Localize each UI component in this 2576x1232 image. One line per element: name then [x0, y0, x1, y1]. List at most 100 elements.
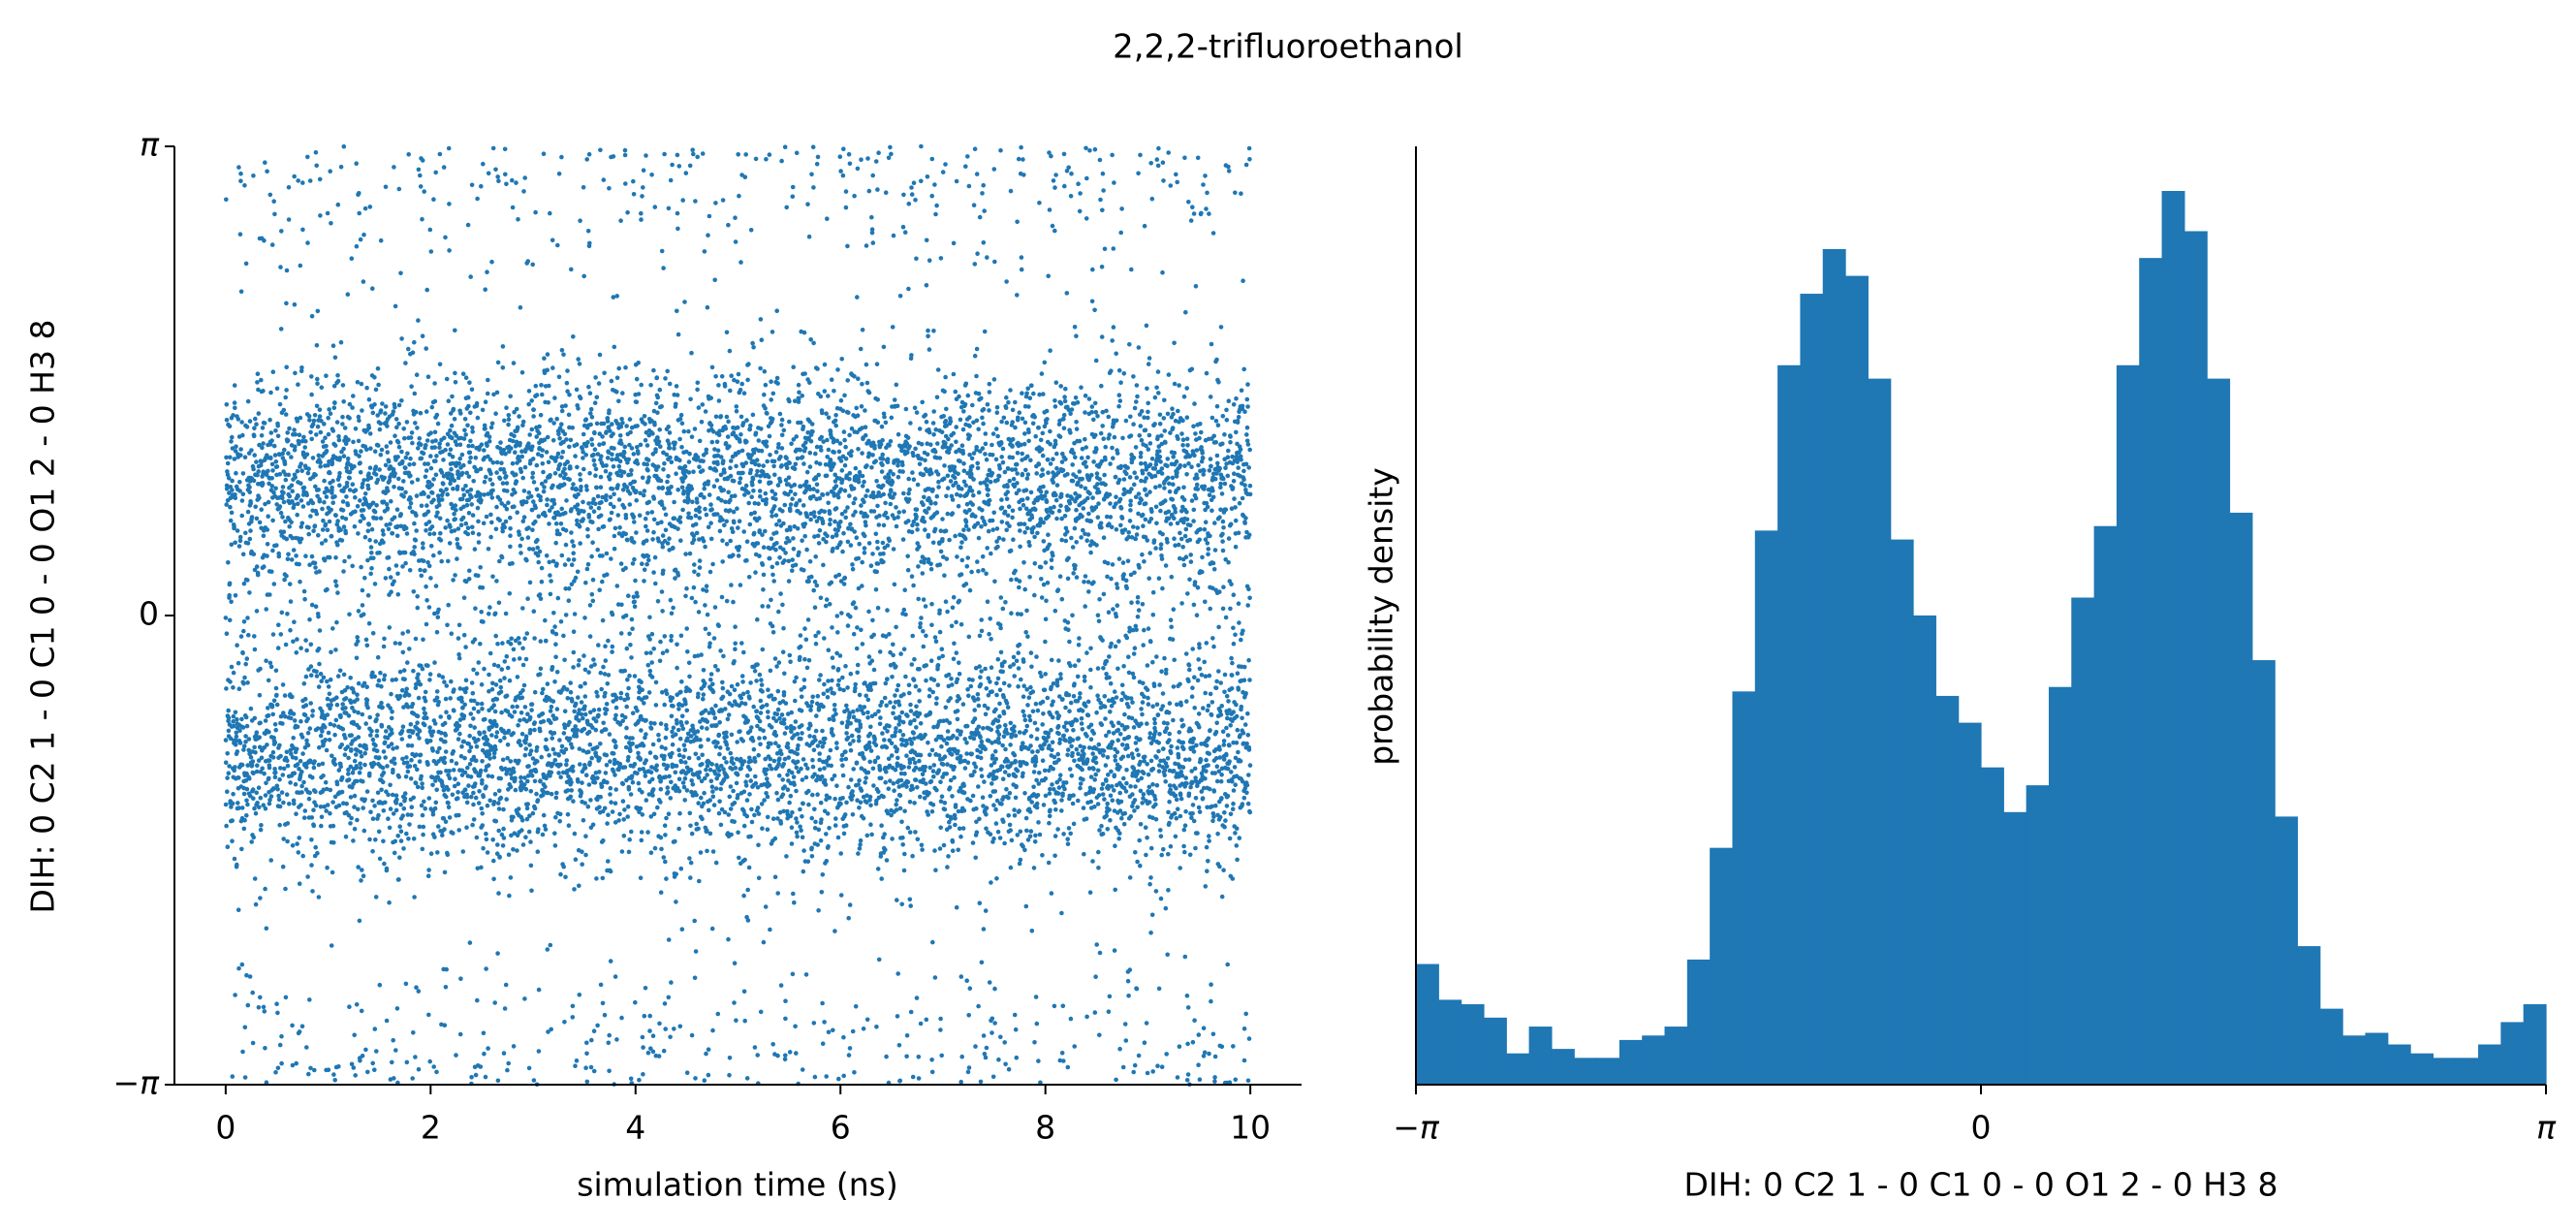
scatter-point — [278, 510, 284, 516]
scatter-point — [240, 1049, 245, 1055]
scatter-point — [492, 718, 497, 724]
scatter-point — [548, 210, 552, 216]
scatter-point — [384, 444, 390, 449]
scatter-point — [456, 526, 461, 531]
scatter-point — [703, 603, 707, 608]
scatter-point — [619, 441, 624, 447]
scatter-point — [486, 1046, 490, 1051]
scatter-point — [498, 739, 503, 743]
scatter-point — [252, 453, 258, 458]
scatter-point — [575, 507, 581, 512]
scatter-point — [316, 895, 322, 900]
scatter-point — [546, 790, 550, 796]
scatter-point — [531, 609, 537, 614]
scatter-point — [641, 168, 646, 173]
scatter-point — [573, 701, 579, 707]
scatter-point — [426, 605, 432, 610]
scatter-point — [595, 547, 600, 553]
scatter-point — [312, 759, 317, 764]
scatter-point — [451, 768, 456, 773]
scatter-point — [355, 380, 361, 385]
scatter-point — [244, 656, 250, 661]
scatter-point — [525, 778, 530, 784]
scatter-point — [375, 413, 381, 418]
scatter-point — [303, 703, 309, 708]
scatter-point — [511, 814, 516, 820]
scatter-point — [583, 580, 588, 585]
scatter-point — [627, 442, 632, 448]
scatter-point — [498, 684, 504, 690]
scatter-point — [312, 560, 318, 566]
scatter-point — [308, 642, 314, 648]
scatter-point — [542, 370, 548, 376]
scatter-point — [341, 569, 346, 574]
scatter-point — [545, 502, 550, 508]
scatter-point — [347, 475, 353, 481]
scatter-point — [391, 467, 396, 472]
scatter-point — [411, 795, 417, 801]
scatter-point — [370, 1060, 376, 1066]
scatter-point — [520, 646, 525, 651]
scatter-point — [561, 352, 566, 358]
scatter-point — [618, 695, 623, 701]
scatter-point — [442, 435, 447, 441]
scatter-point — [493, 818, 499, 824]
scatter-point — [275, 786, 280, 792]
scatter-point — [666, 995, 672, 1000]
scatter-point — [619, 849, 625, 854]
scatter-point — [495, 174, 500, 179]
scatter-point — [728, 473, 734, 479]
scatter-point — [432, 721, 438, 726]
scatter-point — [414, 513, 419, 518]
scatter-point — [471, 667, 476, 673]
scatter-point — [382, 740, 388, 745]
scatter-point — [388, 706, 393, 711]
scatter-point — [340, 702, 346, 707]
scatter-point — [440, 490, 446, 494]
scatter-point — [665, 479, 670, 485]
scatter-point — [417, 436, 423, 441]
scatter-point — [471, 790, 476, 796]
scatter-point — [295, 841, 299, 846]
scatter-point — [600, 579, 605, 584]
scatter-point — [428, 851, 434, 856]
scatter-point — [462, 770, 468, 775]
scatter-point — [241, 743, 247, 749]
scatter-point — [306, 1071, 311, 1077]
scatter-point — [678, 689, 683, 695]
scatter-point — [424, 598, 429, 603]
scatter-point — [394, 1006, 400, 1011]
scatter-point — [359, 753, 364, 759]
scatter-point — [545, 947, 550, 952]
scatter-point — [606, 812, 611, 817]
scatter-point — [591, 657, 596, 662]
scatter-point — [634, 530, 639, 535]
scatter-point — [442, 760, 448, 766]
scatter-point — [268, 456, 273, 461]
scatter-point — [726, 712, 732, 717]
scatter-point — [485, 269, 489, 275]
scatter-point — [499, 451, 505, 457]
scatter-point — [301, 485, 307, 490]
scatter-point — [400, 649, 406, 655]
scatter-point — [645, 478, 651, 484]
scatter-point — [467, 459, 472, 465]
scatter-point — [732, 819, 737, 824]
scatter-point — [361, 232, 366, 237]
scatter-point — [710, 789, 715, 794]
scatter-point — [299, 438, 305, 444]
scatter-point — [614, 1037, 619, 1042]
scatter-point — [659, 404, 664, 409]
scatter-point — [668, 490, 673, 496]
scatter-point — [503, 452, 508, 457]
scatter-point — [564, 758, 570, 763]
scatter-point — [607, 186, 612, 191]
scatter-point — [678, 538, 683, 543]
scatter-point — [506, 422, 511, 427]
scatter-point — [473, 456, 479, 460]
scatter-point — [612, 546, 617, 552]
scatter-point — [616, 365, 621, 371]
scatter-point — [687, 674, 692, 679]
scatter-point — [709, 439, 715, 445]
scatter-point — [459, 452, 465, 458]
